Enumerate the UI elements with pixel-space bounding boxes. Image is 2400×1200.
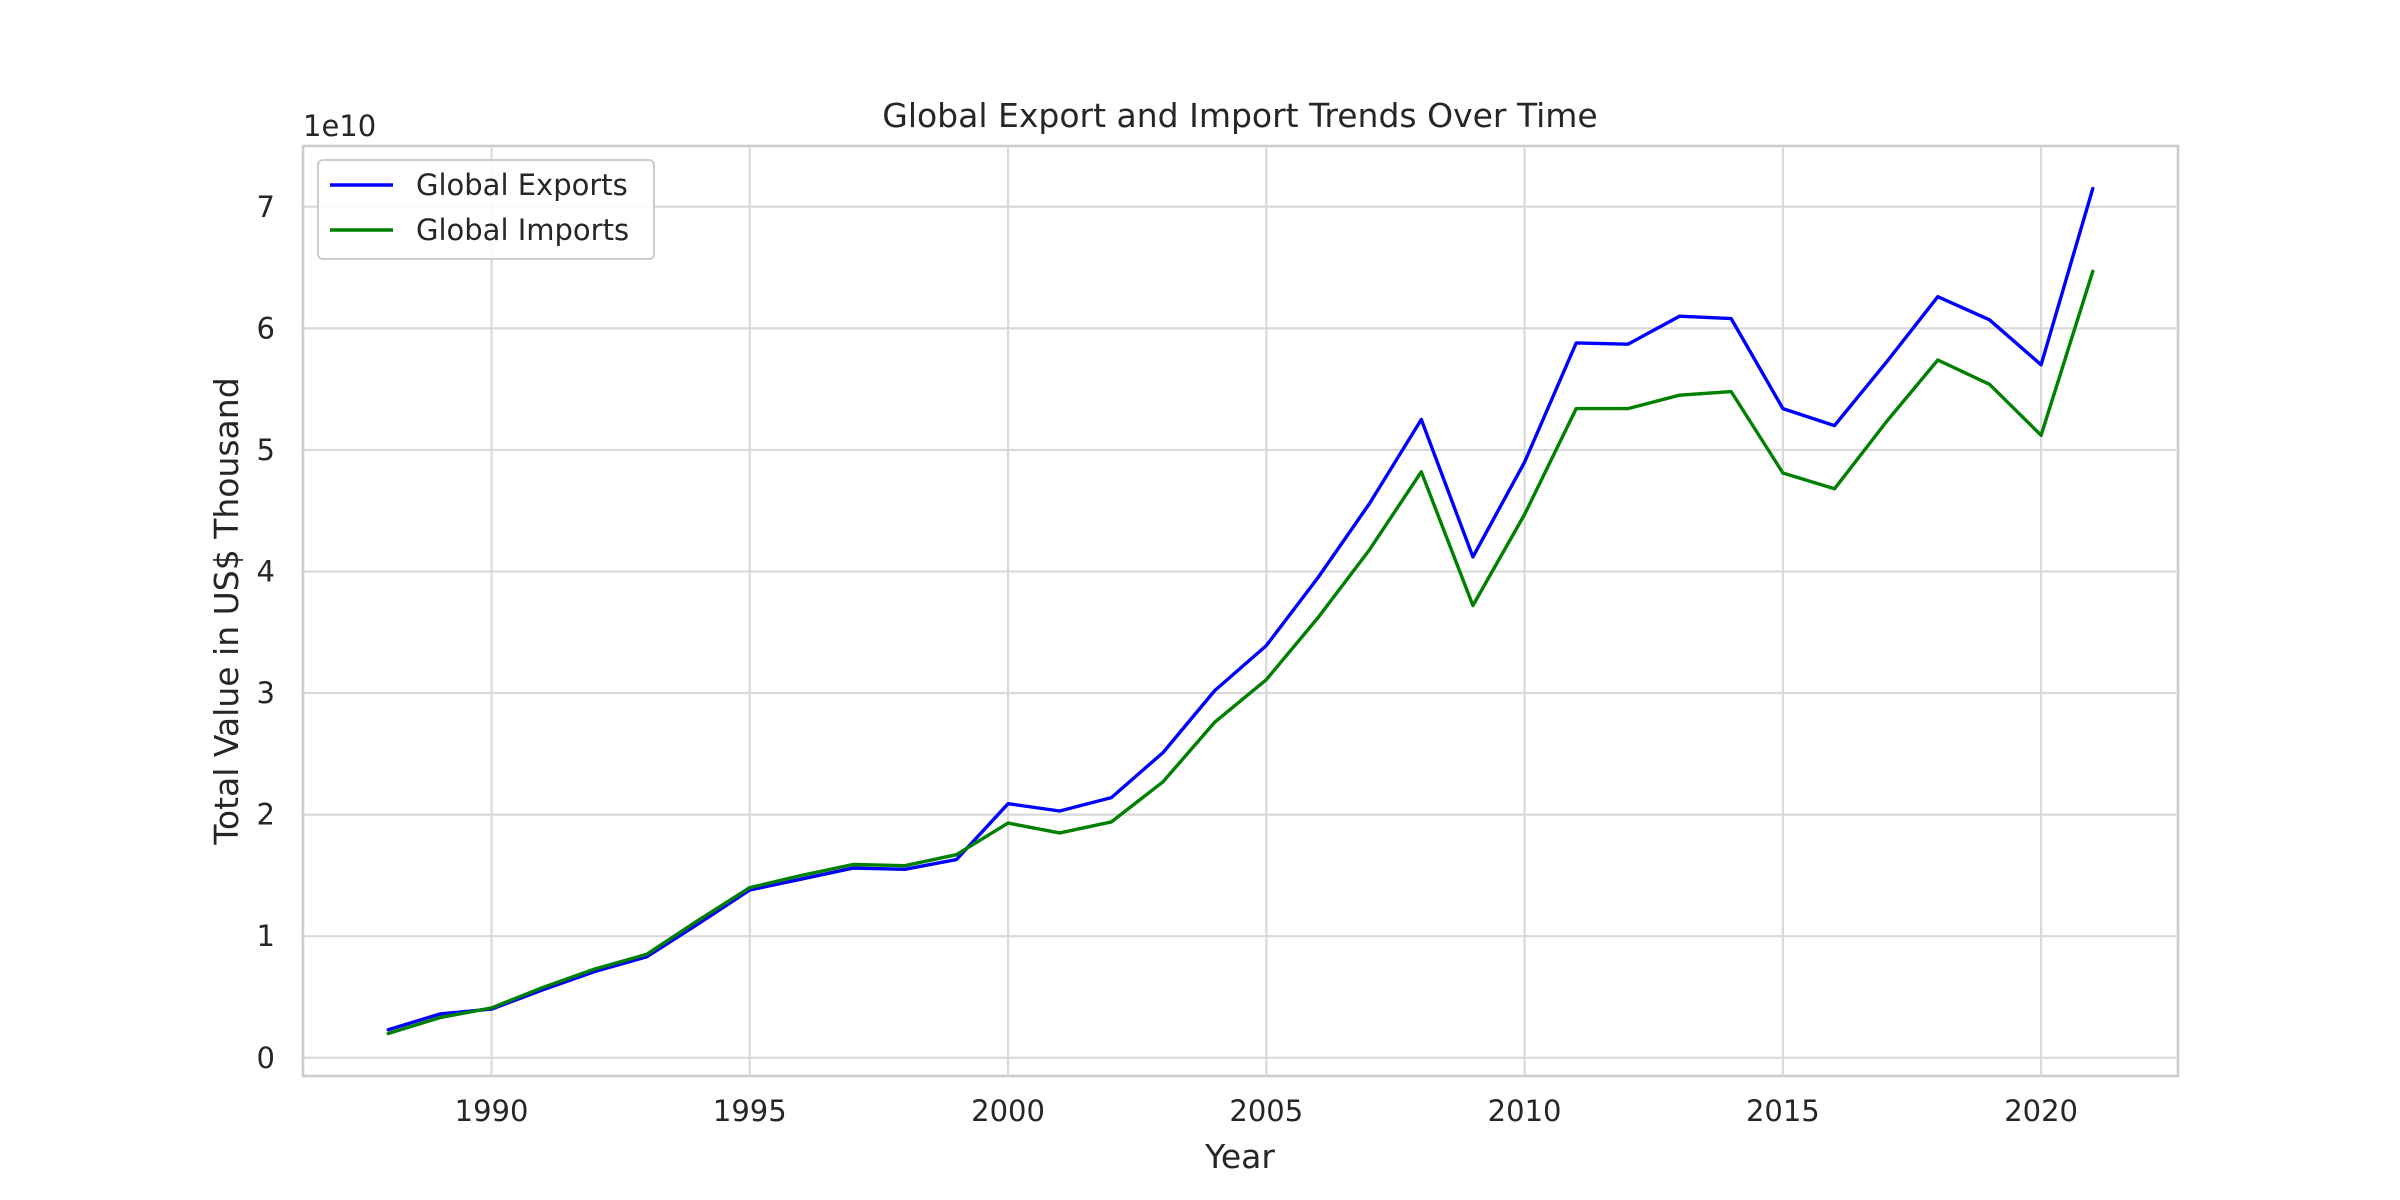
x-tick-label: 2020 — [2004, 1094, 2078, 1128]
x-tick-label: 1995 — [713, 1094, 787, 1128]
y-tick-label: 6 — [257, 311, 275, 345]
grid-lines — [303, 146, 2178, 1076]
y-axis-offset-label: 1e10 — [303, 109, 376, 143]
y-axis-title: Total Value in US$ Thousand — [207, 377, 246, 845]
series-line-exports — [386, 186, 2095, 1032]
legend-label-exports: Global Exports — [416, 168, 628, 202]
x-tick-label: 1990 — [455, 1094, 529, 1128]
x-tick-label: 2005 — [1229, 1094, 1303, 1128]
x-tick-label: 2000 — [971, 1094, 1045, 1128]
x-tick-labels: 1990 1995 2000 2005 2010 2015 2020 — [455, 1094, 2078, 1128]
legend-label-imports: Global Imports — [416, 213, 629, 247]
y-tick-label: 3 — [257, 676, 275, 710]
y-tick-label: 4 — [257, 554, 275, 588]
y-tick-label: 2 — [257, 798, 275, 832]
series-lines — [386, 186, 2095, 1036]
y-tick-label: 1 — [257, 919, 275, 953]
x-tick-label: 2015 — [1746, 1094, 1820, 1128]
y-tick-label: 7 — [257, 190, 275, 224]
plot-area — [301, 144, 2180, 1078]
legend: Global Exports Global Imports — [317, 159, 655, 260]
x-axis-title: Year — [1204, 1137, 1275, 1176]
x-tick-label: 2010 — [1488, 1094, 1562, 1128]
chart-title: Global Export and Import Trends Over Tim… — [882, 96, 1597, 135]
y-tick-label: 5 — [257, 433, 275, 467]
y-tick-label: 0 — [257, 1041, 275, 1075]
legend-box — [317, 159, 655, 260]
y-tick-labels: 0 1 2 3 4 5 6 7 — [257, 190, 275, 1075]
series-line-imports — [386, 269, 2095, 1036]
